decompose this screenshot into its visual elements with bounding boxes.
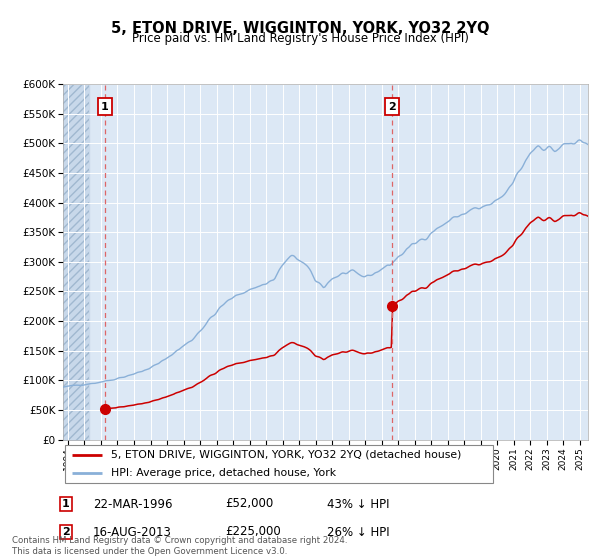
FancyBboxPatch shape [65, 445, 493, 483]
Text: 1: 1 [101, 101, 109, 111]
Text: 43% ↓ HPI: 43% ↓ HPI [327, 497, 389, 511]
Text: 2: 2 [388, 101, 396, 111]
Text: 2: 2 [62, 527, 70, 537]
Text: £225,000: £225,000 [225, 525, 281, 539]
Text: 16-AUG-2013: 16-AUG-2013 [93, 525, 172, 539]
Text: £52,000: £52,000 [225, 497, 273, 511]
Text: Contains HM Land Registry data © Crown copyright and database right 2024.
This d: Contains HM Land Registry data © Crown c… [12, 536, 347, 556]
Text: Price paid vs. HM Land Registry's House Price Index (HPI): Price paid vs. HM Land Registry's House … [131, 32, 469, 45]
Bar [63, 84, 89, 440]
Text: 26% ↓ HPI: 26% ↓ HPI [327, 525, 389, 539]
Text: HPI: Average price, detached house, York: HPI: Average price, detached house, York [110, 468, 335, 478]
Text: 5, ETON DRIVE, WIGGINTON, YORK, YO32 2YQ (detached house): 5, ETON DRIVE, WIGGINTON, YORK, YO32 2YQ… [110, 450, 461, 460]
Text: 1: 1 [62, 499, 70, 509]
Text: 22-MAR-1996: 22-MAR-1996 [93, 497, 173, 511]
Text: 5, ETON DRIVE, WIGGINTON, YORK, YO32 2YQ: 5, ETON DRIVE, WIGGINTON, YORK, YO32 2YQ [111, 21, 489, 36]
